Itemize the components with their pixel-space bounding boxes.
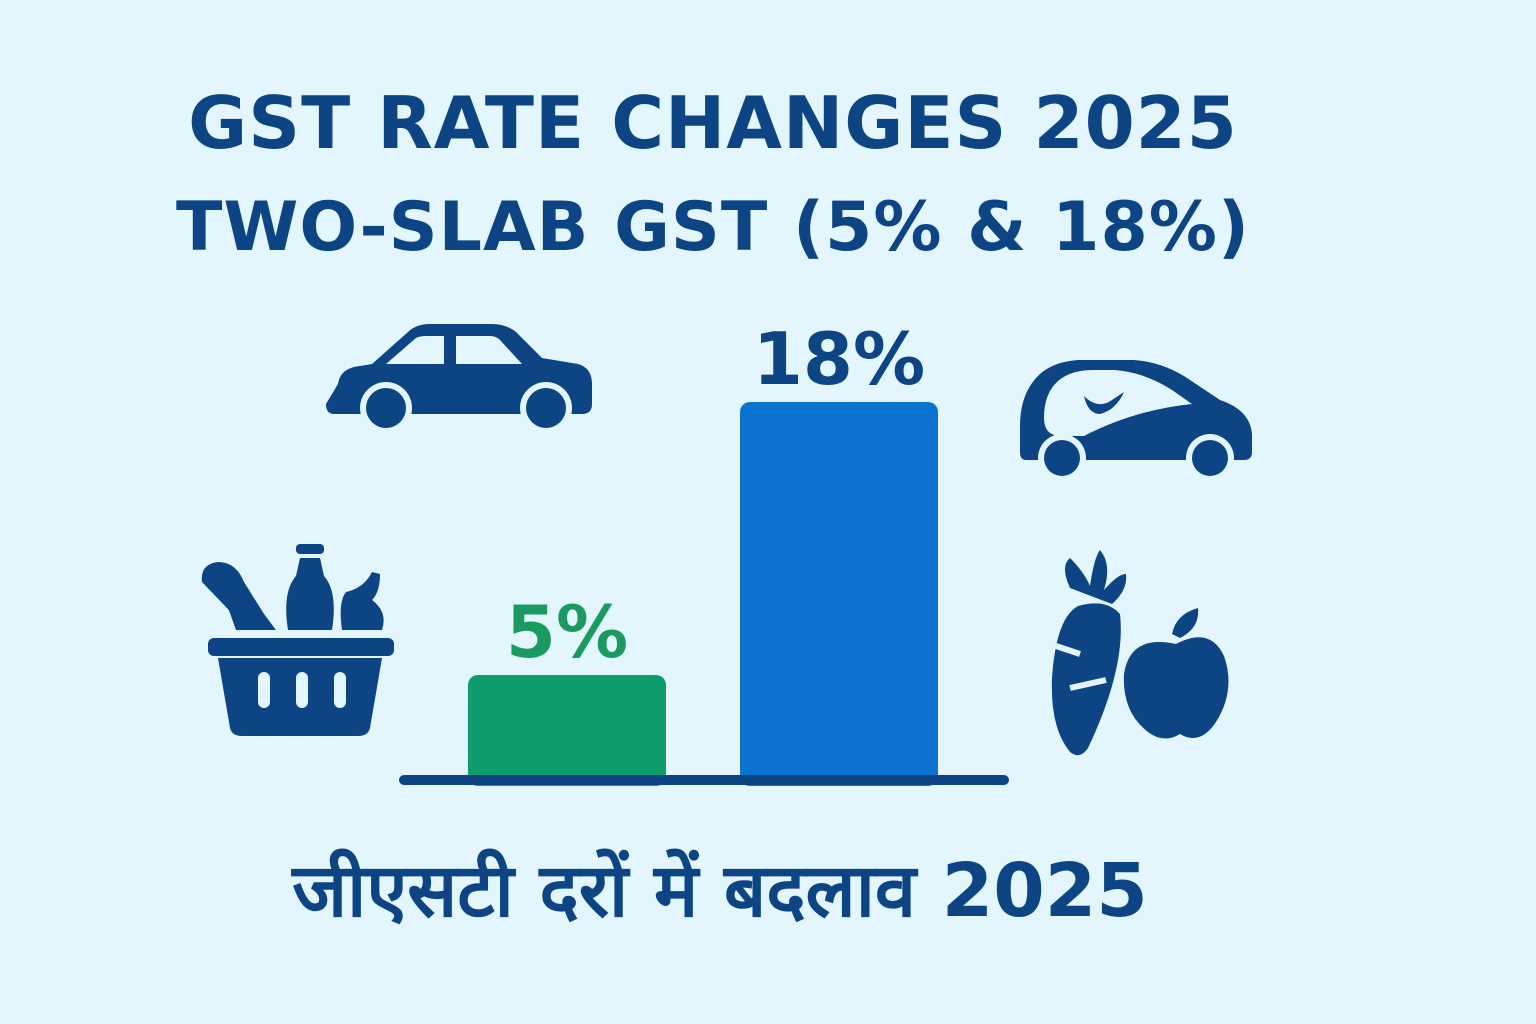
- bar-1: [740, 402, 938, 786]
- carrot-apple-icon: [1051, 550, 1229, 756]
- electric-car-icon: [1020, 360, 1252, 482]
- bar-0: [468, 675, 666, 786]
- grocery-basket-icon: [201, 544, 394, 736]
- page-subtitle: TWO-SLAB GST (5% & 18%): [176, 188, 1250, 267]
- page-title: GST RATE CHANGES 2025: [188, 81, 1238, 165]
- bar-label-0: 5%: [506, 590, 628, 674]
- bar-label-1: 18%: [753, 317, 925, 401]
- hindi-title: जीएसटी दरों में बदलाव 2025: [292, 848, 1148, 934]
- car-icon: [326, 324, 592, 434]
